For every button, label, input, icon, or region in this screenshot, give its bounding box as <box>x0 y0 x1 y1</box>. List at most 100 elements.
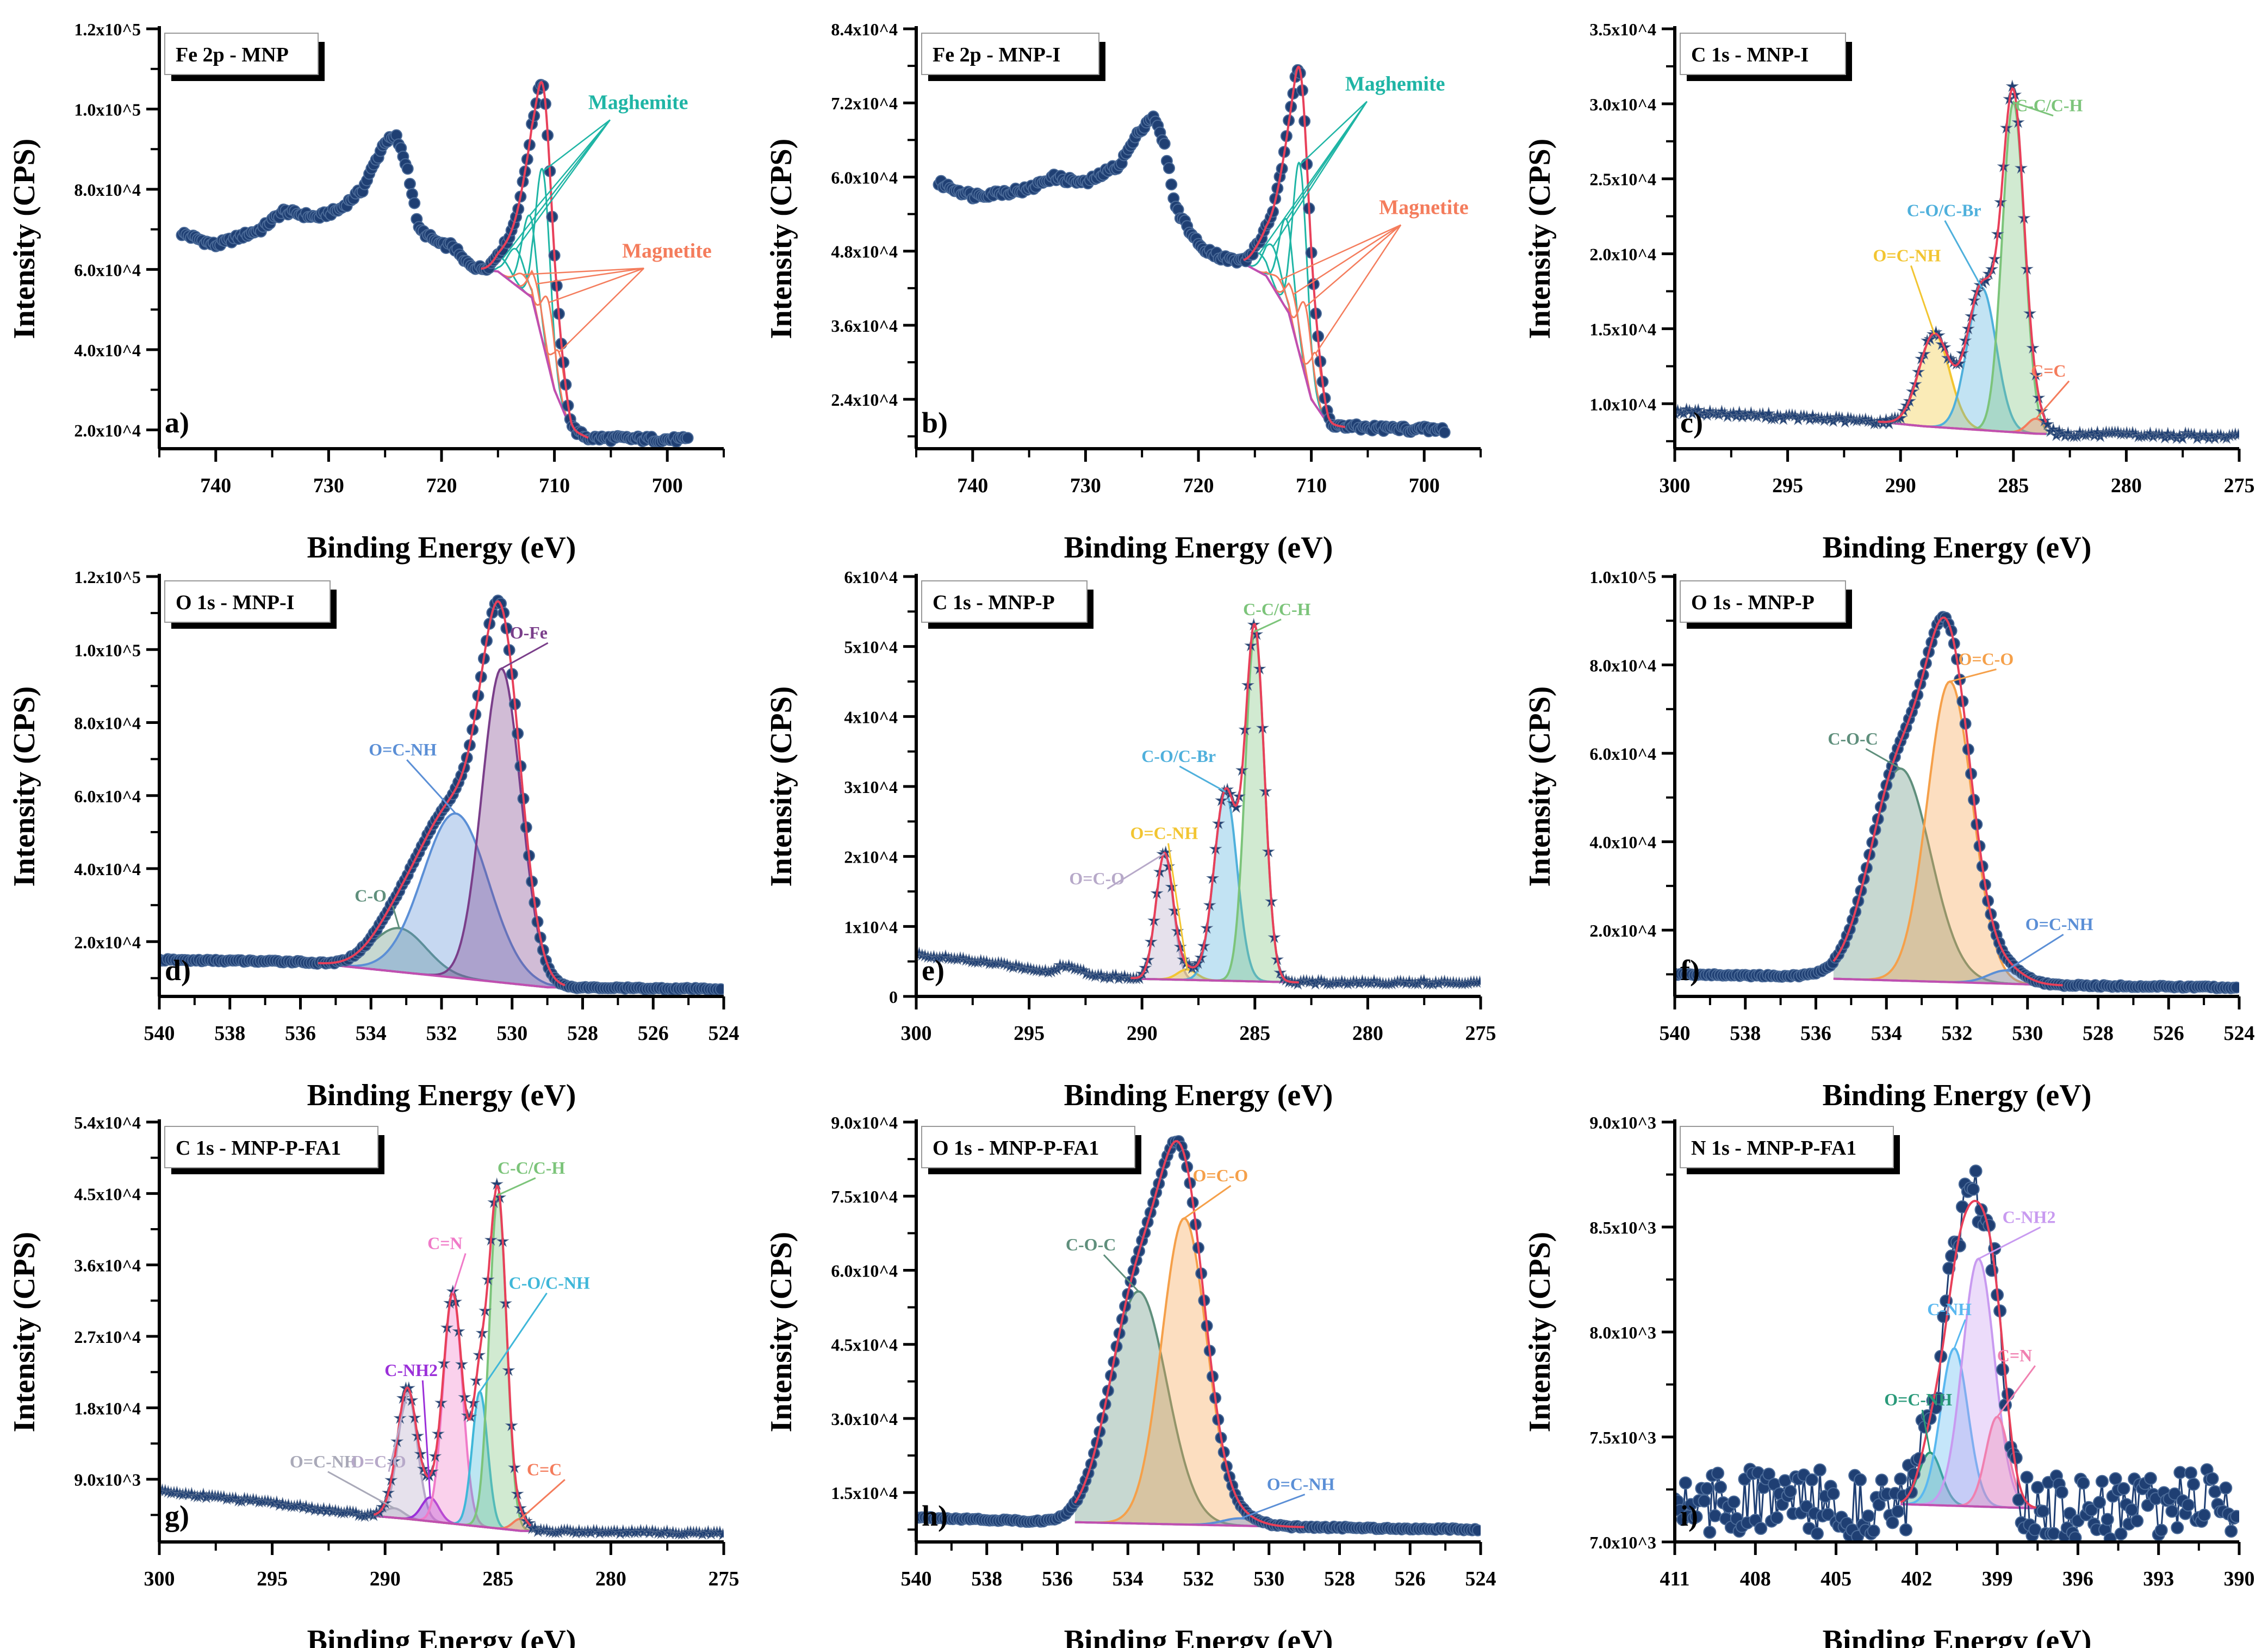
plot-area <box>916 618 1481 990</box>
data-point <box>2182 1498 2195 1512</box>
data-point <box>1065 960 1079 973</box>
peak-fill <box>1900 1348 2038 1509</box>
data-point <box>1762 406 1775 419</box>
plot-area <box>159 1177 724 1540</box>
data-point <box>2230 1510 2239 1523</box>
title-box <box>921 33 1099 75</box>
panel-title: Fe 2p - MNP <box>176 44 289 66</box>
peak-label: C-NH2 <box>384 1360 438 1380</box>
peak-label: C=C <box>2031 361 2066 381</box>
peak-label: C-C/C-H <box>1243 599 1311 619</box>
data-point <box>1438 426 1451 438</box>
data-point <box>2130 1514 2144 1528</box>
x-tick-label: 532 <box>1942 1022 1973 1045</box>
y-tick-label: 7.0x10^3 <box>1589 1533 1656 1552</box>
data-point <box>2077 1476 2090 1490</box>
y-tick-label: 2.0x10^4 <box>74 420 141 440</box>
y-tick-label: 8.0x10^4 <box>1589 656 1656 676</box>
plot-area <box>1675 611 2239 994</box>
data-point <box>1953 1239 1966 1253</box>
y-tick-label: 4.0x10^4 <box>74 340 141 360</box>
y-tick-label: 9.0x10^4 <box>831 1113 898 1132</box>
data-point <box>1711 1466 1725 1480</box>
x-tick-label: 740 <box>200 474 231 497</box>
panel-c: O=C-NH C-O/C-Br C-C/C-H C=C 300 295 290 285 280 2… <box>1523 20 2255 565</box>
data-point <box>2219 1481 2233 1495</box>
x-tick-label: 524 <box>2224 1022 2255 1045</box>
x-tick-label: 740 <box>957 474 988 497</box>
panel-title: C 1s - MNP-P <box>933 591 1055 614</box>
leader-line <box>536 268 644 285</box>
leader-line <box>1996 1365 2036 1417</box>
x-tick-label: 534 <box>356 1022 387 1045</box>
data-point <box>916 946 926 959</box>
annotation-maghemite: Maghemite <box>588 91 688 114</box>
peak-curve <box>1243 161 1346 428</box>
data-point <box>2187 1477 2200 1491</box>
peak-fill <box>374 1392 532 1531</box>
data-point <box>1727 1495 1741 1509</box>
data-point <box>2047 1527 2060 1540</box>
y-tick-label: 1x10^4 <box>844 917 898 937</box>
peak-label: C=N <box>427 1233 462 1253</box>
peak-fill <box>1900 1417 2038 1509</box>
fit-background <box>1833 977 2063 987</box>
leader-line <box>520 1479 566 1520</box>
title-box <box>164 1126 378 1168</box>
leader-line <box>1184 1185 1232 1219</box>
panel-letter: h) <box>922 1500 948 1532</box>
x-tick-label: 393 <box>2143 1568 2174 1590</box>
peak-label: C-O/C-NH <box>509 1273 590 1292</box>
y-tick-label: 4.5x10^4 <box>74 1184 141 1204</box>
y-tick-label: 1.2x10^5 <box>74 20 141 39</box>
data-point <box>1821 1508 1835 1521</box>
fit-background <box>1130 977 1299 984</box>
data-point <box>1875 1473 1888 1487</box>
leader-line <box>388 1391 409 1472</box>
x-tick-label: 536 <box>285 1022 316 1045</box>
y-tick-label: 2x10^4 <box>844 847 898 867</box>
x-tick-label: 536 <box>1042 1568 1073 1590</box>
data-point <box>1966 1182 1980 1196</box>
leader-line <box>529 119 611 216</box>
peak-fill <box>1074 1218 1304 1527</box>
data-point <box>2184 1466 2197 1480</box>
y-tick-label: 6.0x10^4 <box>831 168 898 187</box>
annotation-magnetite: Magnetite <box>622 239 712 262</box>
y-axis-title: Intensity (CPS) <box>1523 686 1557 887</box>
y-tick-label: 5x10^4 <box>844 637 898 657</box>
data-point <box>401 163 414 175</box>
y-axis-title: Intensity (CPS) <box>8 686 41 887</box>
data-point <box>1692 403 1705 416</box>
peak-label: O-Fe <box>510 623 548 642</box>
y-tick-label: 8.5x10^3 <box>1589 1218 1656 1237</box>
data-point <box>2020 1471 2034 1484</box>
y-tick-label: 4x10^4 <box>844 707 898 727</box>
panel-i: O=C-NH C-NH C-NH2 C=N 411 408 405 402 399 396 393 3… <box>1523 1113 2255 1648</box>
x-tick-label: 280 <box>1352 1022 1383 1045</box>
x-tick-label: 290 <box>1127 1022 1158 1045</box>
plot-area <box>176 79 694 448</box>
leader-line <box>1865 748 1901 770</box>
panel-g: O=C-NHO=C-O C-NH2 C=N C-O/C-NH C-C/C-H C=C 300… <box>8 1113 740 1648</box>
leader-line <box>1179 765 1226 793</box>
x-tick-label: 710 <box>539 474 570 497</box>
x-tick-label: 532 <box>426 1022 457 1045</box>
y-tick-label: 4.5x10^4 <box>831 1335 898 1355</box>
leader-line <box>327 1471 395 1509</box>
leader-line <box>479 1292 548 1392</box>
plot-area <box>916 1135 1481 1537</box>
leader-line <box>558 268 645 353</box>
y-tick-label: 6.0x10^4 <box>1589 744 1656 764</box>
x-tick-label: 534 <box>1871 1022 1902 1045</box>
leader-line <box>523 268 644 275</box>
x-tick-label: 528 <box>2083 1022 2114 1045</box>
peak-curve <box>318 812 566 988</box>
data-point <box>1714 1480 1727 1494</box>
peak-fill <box>1833 681 2063 986</box>
data-point <box>1861 1509 1875 1523</box>
data-point <box>2036 1504 2050 1518</box>
y-tick-label: 1.5x10^4 <box>831 1483 898 1503</box>
panel-h: C-O-C O=C-O O=C-NH 540 538 536 534 532 530 528 526… <box>765 1113 1496 1648</box>
panel-title: C 1s - MNP-P-FA1 <box>176 1137 341 1160</box>
